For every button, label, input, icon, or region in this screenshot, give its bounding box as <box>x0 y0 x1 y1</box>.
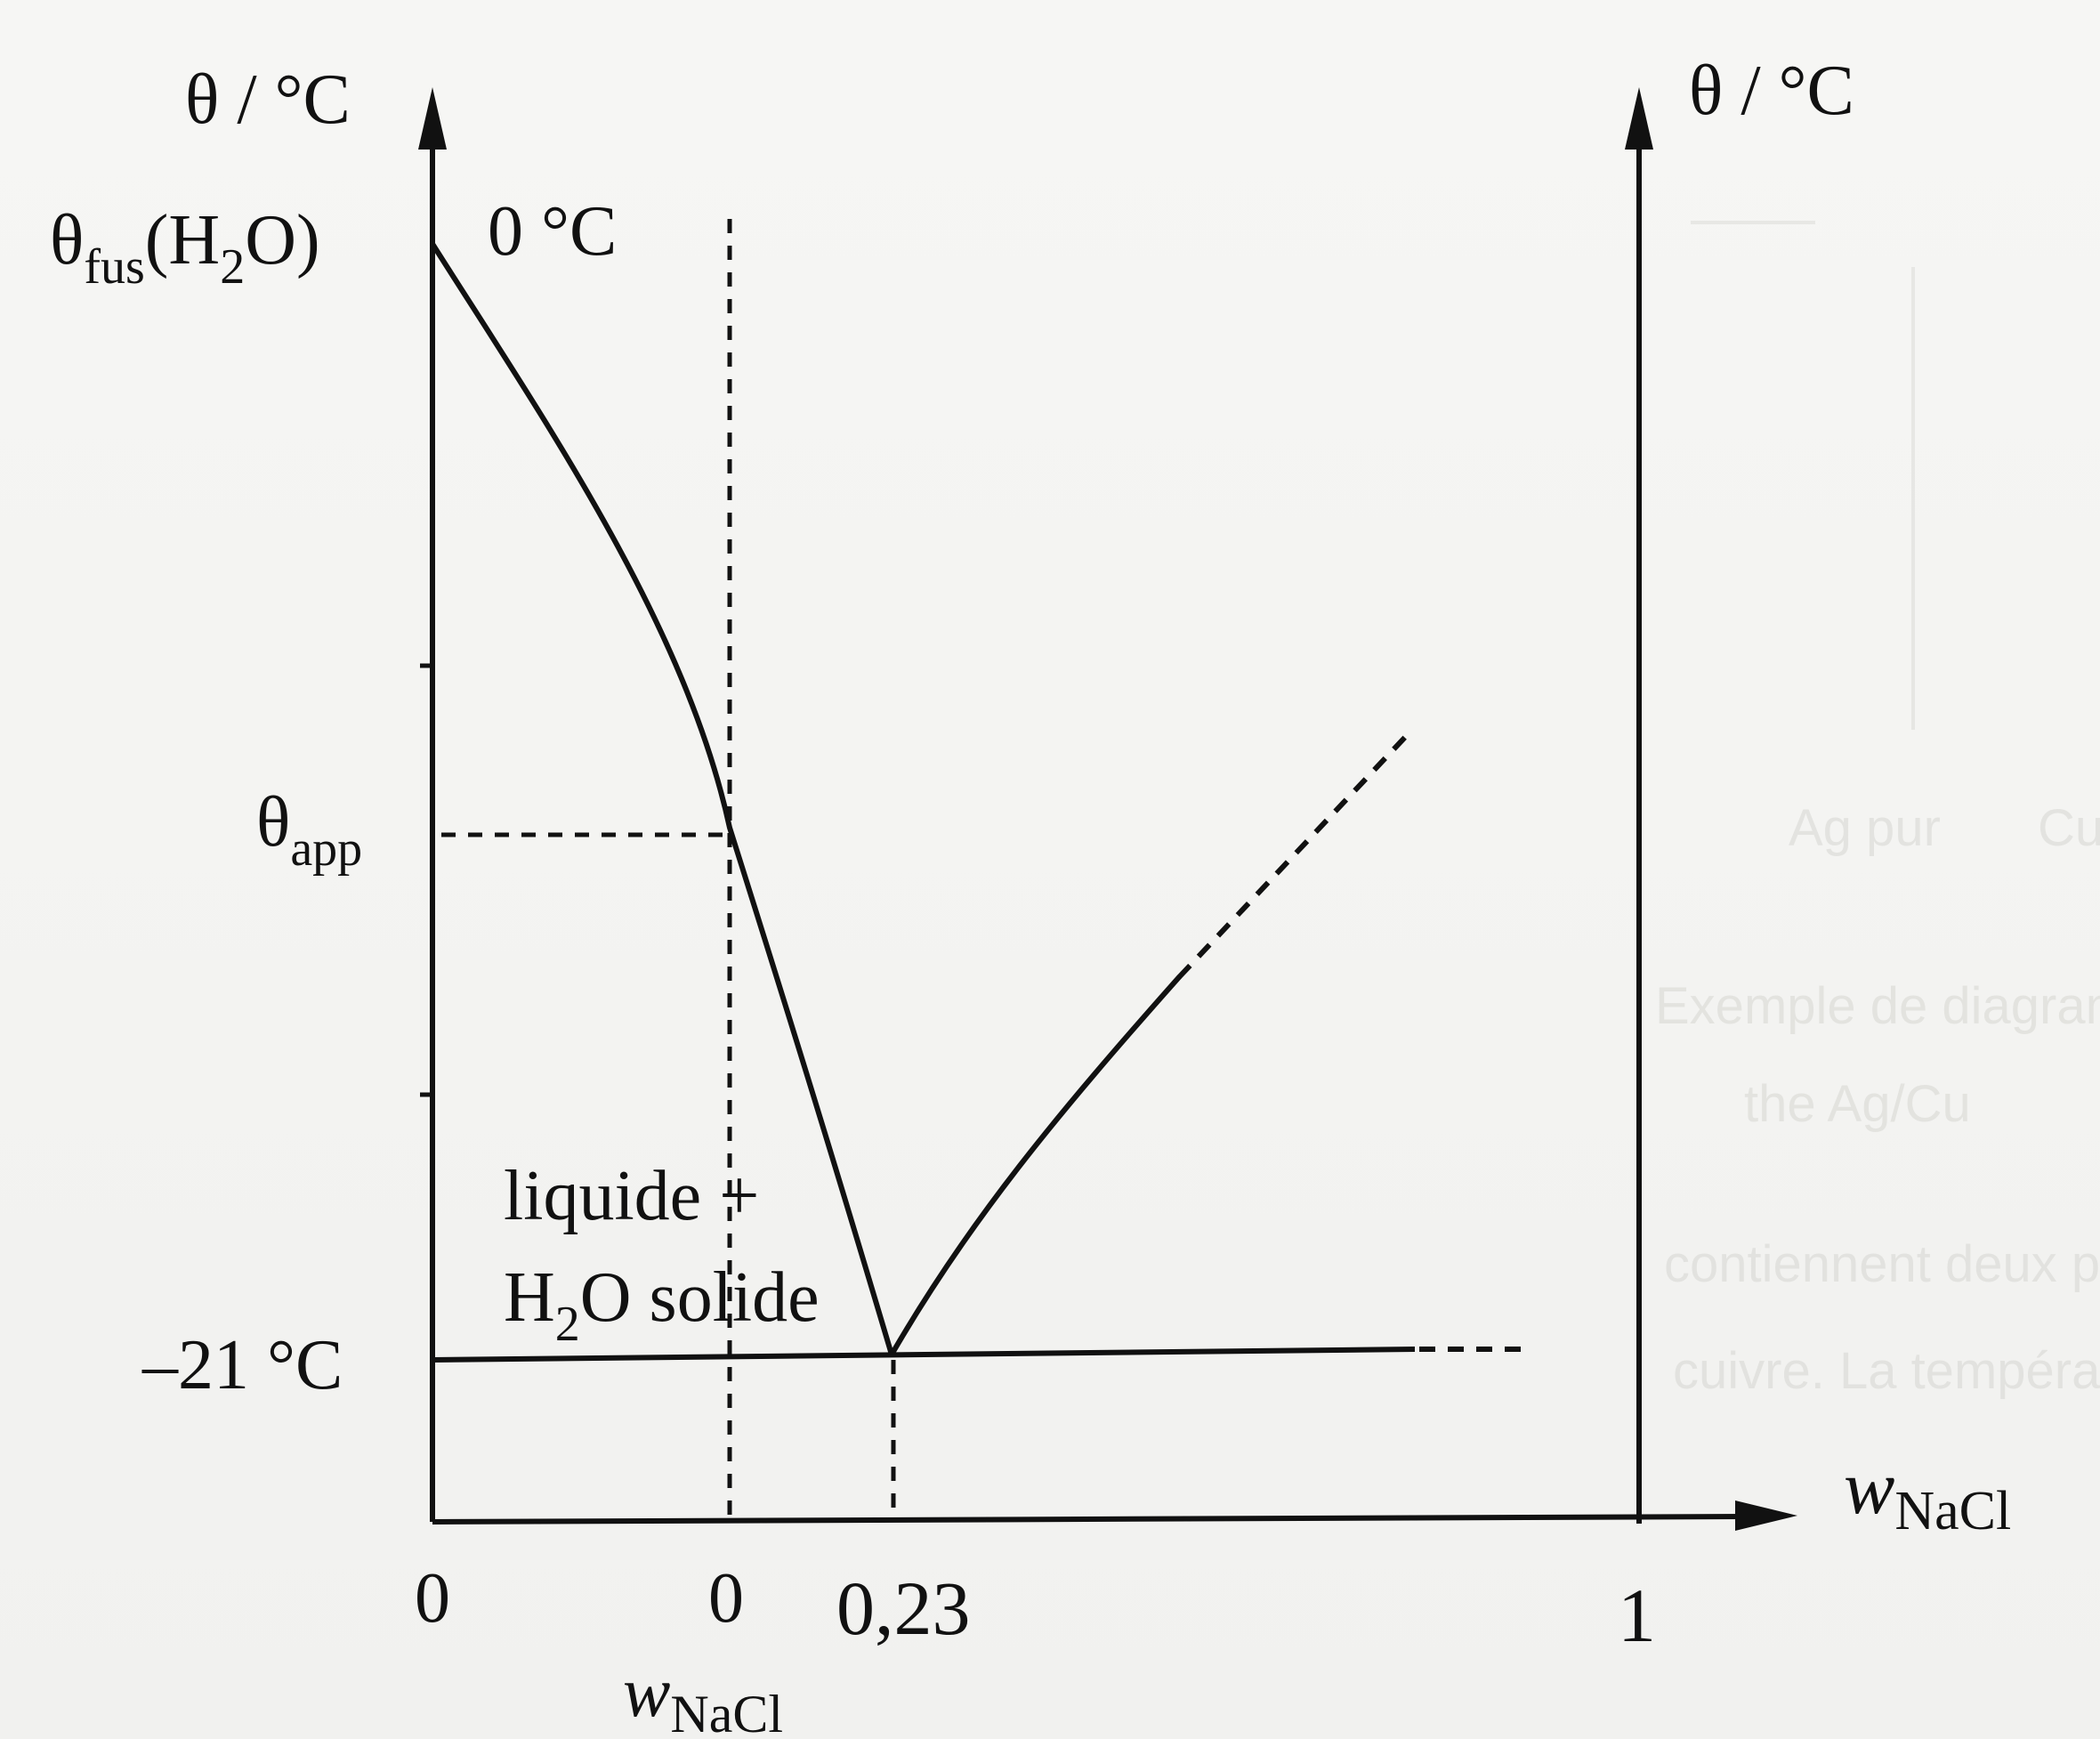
ice-liquidus-curve <box>430 241 894 1357</box>
salt-liquidus-extension-dashed <box>1176 729 1413 980</box>
region-label: liquide + H2O solide <box>504 1157 820 1352</box>
x-axis-label: wNaCl <box>1844 1444 2011 1541</box>
x-axis: wNaCl <box>432 1444 2011 1541</box>
salt-liquidus-curve <box>889 975 1182 1357</box>
ghost-text-2: Cu pu <box>2038 799 2100 857</box>
right-axis-label: θ / °C <box>1689 52 1854 130</box>
minus21-label: –21 °C <box>141 1326 343 1404</box>
eutectic-solid-line <box>432 1347 1416 1363</box>
x-tick-w0: 0 <box>708 1559 744 1638</box>
left-axis-label: θ / °C <box>185 61 351 139</box>
region-line-2: H2O solide <box>504 1258 820 1352</box>
ghost-text-6: cuivre. La température de fusion de l'eu… <box>1673 1342 2100 1400</box>
ghost-text-1: Ag pur <box>1789 799 1941 857</box>
x-tick-origin: 0 <box>415 1559 450 1638</box>
curves <box>430 241 1413 1357</box>
y-value-labels: θfus(H2O) 0 °C θapp –21 °C <box>50 192 617 1404</box>
x-axis-line <box>432 1514 1745 1525</box>
theta-fus-label: θfus(H2O) <box>50 201 320 295</box>
ghost-text-4: the Ag/Cu <box>1744 1075 1971 1133</box>
x-tick-w0-caption: wNaCl <box>623 1654 783 1739</box>
left-y-axis-arrow <box>418 87 447 150</box>
construction-lines <box>441 219 896 1522</box>
bleed-through-text: Ag pur Cu pu Exemple de diagramme binair… <box>1655 221 2100 1400</box>
eutectic-line <box>432 1347 1532 1363</box>
right-y-axis: θ / °C <box>1625 52 1854 1524</box>
region-line-1: liquide + <box>504 1157 759 1235</box>
ghost-text-3: Exemple de diagramme binaire solide-liqu… <box>1655 977 2100 1035</box>
x-axis-arrow <box>1735 1500 1797 1531</box>
ghost-text-5: contiennent deux phases solides que des … <box>1664 1235 2100 1293</box>
x-tick-eutectic: 0,23 <box>836 1565 971 1651</box>
theta-app-label: θapp <box>256 783 362 877</box>
left-y-axis: θ / °C <box>185 61 447 1522</box>
right-y-axis-arrow <box>1625 87 1653 150</box>
x-tick-labels: 0 0 wNaCl 0,23 1 <box>415 1559 1656 1739</box>
x-tick-one: 1 <box>1618 1573 1656 1658</box>
zero-celsius-label: 0 °C <box>488 192 617 271</box>
